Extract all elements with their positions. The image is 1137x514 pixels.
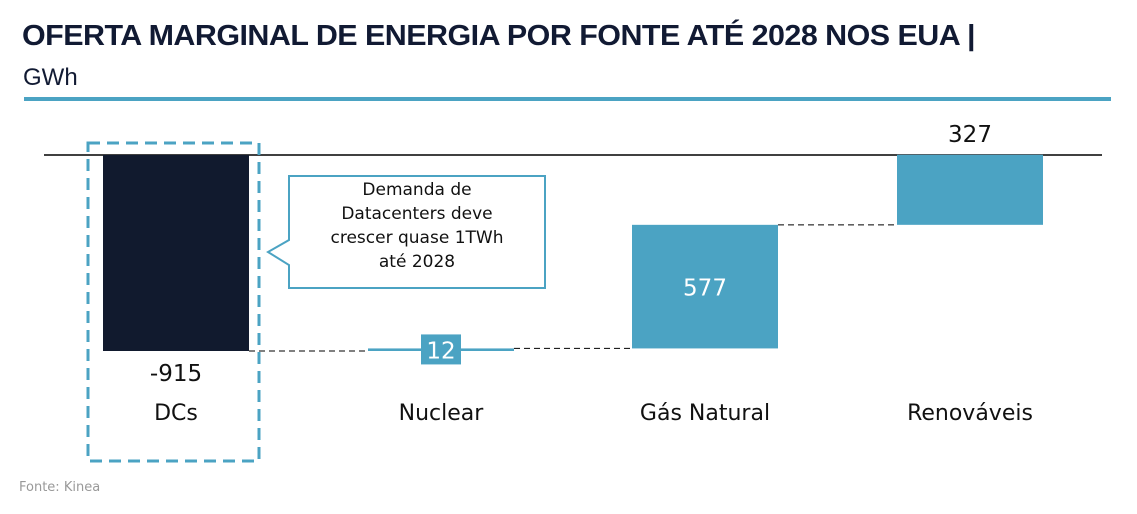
- annotation-line: Datacenters deve: [341, 204, 493, 224]
- category-label: Nuclear: [399, 401, 485, 426]
- bar-dcs: [103, 155, 249, 351]
- chart-title: OFERTA MARGINAL DE ENERGIA POR FONTE ATÉ…: [22, 20, 976, 52]
- category-label: Renováveis: [907, 401, 1033, 426]
- annotation-line: até 2028: [378, 252, 456, 272]
- category-label: DCs: [154, 401, 198, 426]
- value-label: 327: [948, 122, 992, 148]
- value-label-bg: [421, 334, 461, 365]
- title-divider: [24, 97, 1111, 101]
- value-label: 12: [426, 338, 455, 364]
- bar-gás-natural: [632, 224, 778, 349]
- bar-renováveis: [897, 154, 1043, 225]
- highlight-box: [86, 141, 261, 463]
- callout-box: [266, 175, 546, 289]
- annotation-callout: Demanda de Datacenters deve crescer quas…: [289, 176, 545, 288]
- category-label: Gás Natural: [640, 401, 770, 426]
- value-label: -915: [150, 361, 202, 387]
- value-label: 577: [683, 276, 727, 302]
- chart-unit: GWh: [23, 64, 78, 91]
- source-note: Fonte: Kinea: [19, 480, 101, 495]
- annotation-line: Demanda de: [362, 180, 472, 200]
- annotation-line: crescer quase 1TWh: [330, 228, 504, 248]
